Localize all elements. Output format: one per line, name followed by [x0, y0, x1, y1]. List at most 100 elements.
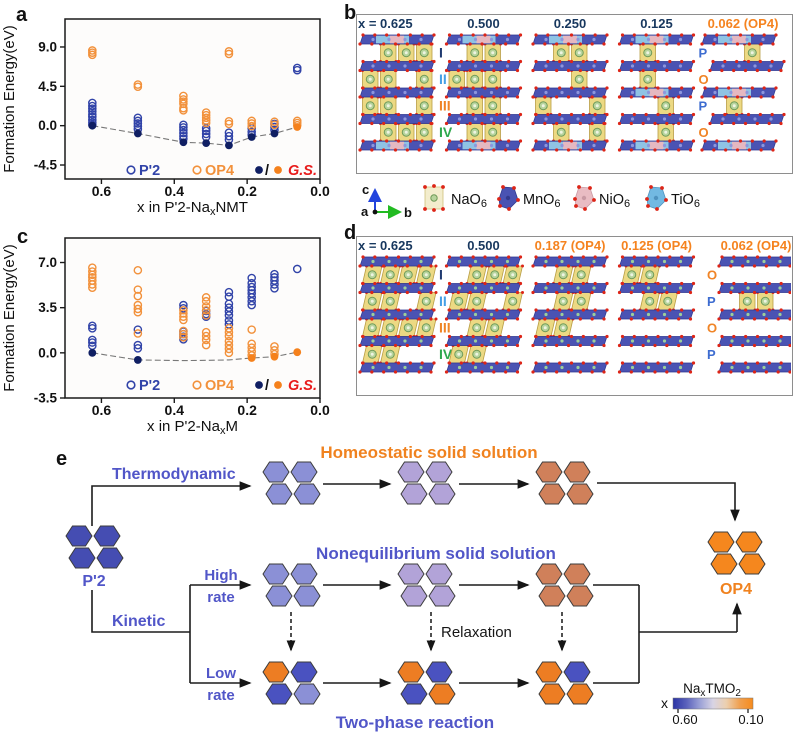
panel-a-label: a	[16, 4, 28, 26]
o-atom	[504, 42, 508, 46]
o-atom	[574, 204, 578, 208]
tm-atom	[544, 37, 548, 42]
o-atom	[555, 42, 559, 46]
tm-atom	[592, 37, 596, 42]
o-atom	[515, 68, 520, 73]
o-atom	[507, 207, 511, 211]
o-atom	[717, 343, 721, 348]
o-atom	[543, 148, 547, 152]
data-point	[224, 47, 234, 56]
legend-op4-marker	[192, 380, 202, 390]
ni-segment	[390, 141, 404, 150]
o-atom	[644, 308, 648, 312]
o-atom	[641, 343, 645, 348]
o-atom	[370, 148, 374, 152]
o-atom	[569, 33, 574, 37]
data-point	[224, 119, 234, 129]
legend-gs-orange-marker	[274, 381, 282, 389]
o-atom	[534, 281, 538, 286]
o-atom	[444, 370, 449, 374]
o-atom	[703, 139, 707, 143]
tm-atom	[403, 286, 407, 290]
panel-b-label: b	[344, 2, 357, 24]
o-atom	[480, 42, 484, 46]
o-atom	[581, 255, 585, 259]
hexagon	[68, 547, 96, 569]
o-atom	[382, 95, 386, 99]
o-atom	[653, 68, 657, 73]
o-atom	[512, 186, 516, 190]
o-atom	[746, 112, 751, 117]
o-atom	[677, 121, 681, 126]
o-atom	[495, 308, 499, 312]
tm-atom	[761, 143, 765, 148]
o-atom	[588, 186, 592, 190]
tm-atom	[403, 339, 407, 343]
o-atom	[629, 317, 633, 321]
o-atom	[602, 290, 606, 295]
o-atom	[688, 68, 693, 73]
o-atom	[715, 139, 719, 143]
o-atom	[602, 68, 606, 73]
hex-cluster-t2	[397, 461, 456, 505]
o-atom	[620, 255, 625, 259]
tm-atom	[457, 143, 462, 148]
o-atom	[691, 334, 696, 339]
tm-atom	[576, 286, 580, 290]
flow-arrows	[91, 479, 742, 688]
tm-atom	[371, 117, 375, 121]
o-atom	[456, 148, 460, 152]
tm-atom	[505, 90, 510, 95]
o-atom	[382, 370, 386, 374]
o-atom	[677, 317, 681, 321]
tm-atom	[387, 37, 391, 42]
ground-state-point	[293, 348, 302, 357]
o-atom	[393, 121, 398, 126]
op4-series	[88, 263, 279, 360]
o-atom	[767, 255, 771, 259]
tm-atom	[646, 90, 651, 95]
o-atom	[578, 95, 582, 99]
o-atom	[370, 370, 374, 374]
formation-energy-chart-nmt: 0.6 0.4 0.2 0.0 9.0 4.5 0.0 -4.5 P'2 OP4 / G.S. Form…	[1, 18, 330, 218]
o-atom	[605, 308, 609, 312]
o-atom	[752, 370, 757, 374]
polyhedron-label: MnO6	[523, 192, 561, 210]
o-atom	[641, 42, 645, 46]
o-atom	[417, 370, 421, 374]
o-atom	[361, 112, 365, 117]
hexagon	[566, 683, 594, 705]
tm-atom	[745, 143, 749, 148]
data-point	[201, 129, 211, 139]
o-atom	[620, 33, 625, 37]
data-point	[133, 329, 143, 338]
o-atom	[480, 148, 484, 152]
o-atom	[680, 112, 684, 117]
op4-phase-label: OP4	[720, 581, 752, 598]
tm-atom	[730, 365, 734, 370]
data-point	[224, 307, 234, 316]
o-atom	[590, 42, 594, 46]
o-atom	[581, 33, 585, 37]
tm-atom	[630, 365, 635, 370]
o-atom	[641, 317, 645, 321]
tm-atom	[473, 64, 478, 68]
layer-label: I	[439, 44, 443, 60]
o-atom	[396, 308, 401, 312]
data-point	[88, 267, 97, 276]
legend-slash: /	[265, 163, 269, 179]
o-atom	[495, 361, 499, 365]
o-atom	[620, 112, 625, 117]
x-tick-label: 0.2	[237, 183, 257, 199]
tm-atom	[630, 339, 635, 343]
data-point	[88, 335, 97, 345]
tm-atom	[769, 117, 773, 121]
o-atom	[405, 317, 409, 321]
tm-atom	[576, 37, 580, 42]
data-point	[179, 309, 188, 318]
o-atom	[776, 343, 780, 348]
o-atom	[752, 343, 757, 348]
o-atom	[581, 112, 585, 117]
y-axis-label: Formation Energy(eV)	[1, 244, 18, 392]
